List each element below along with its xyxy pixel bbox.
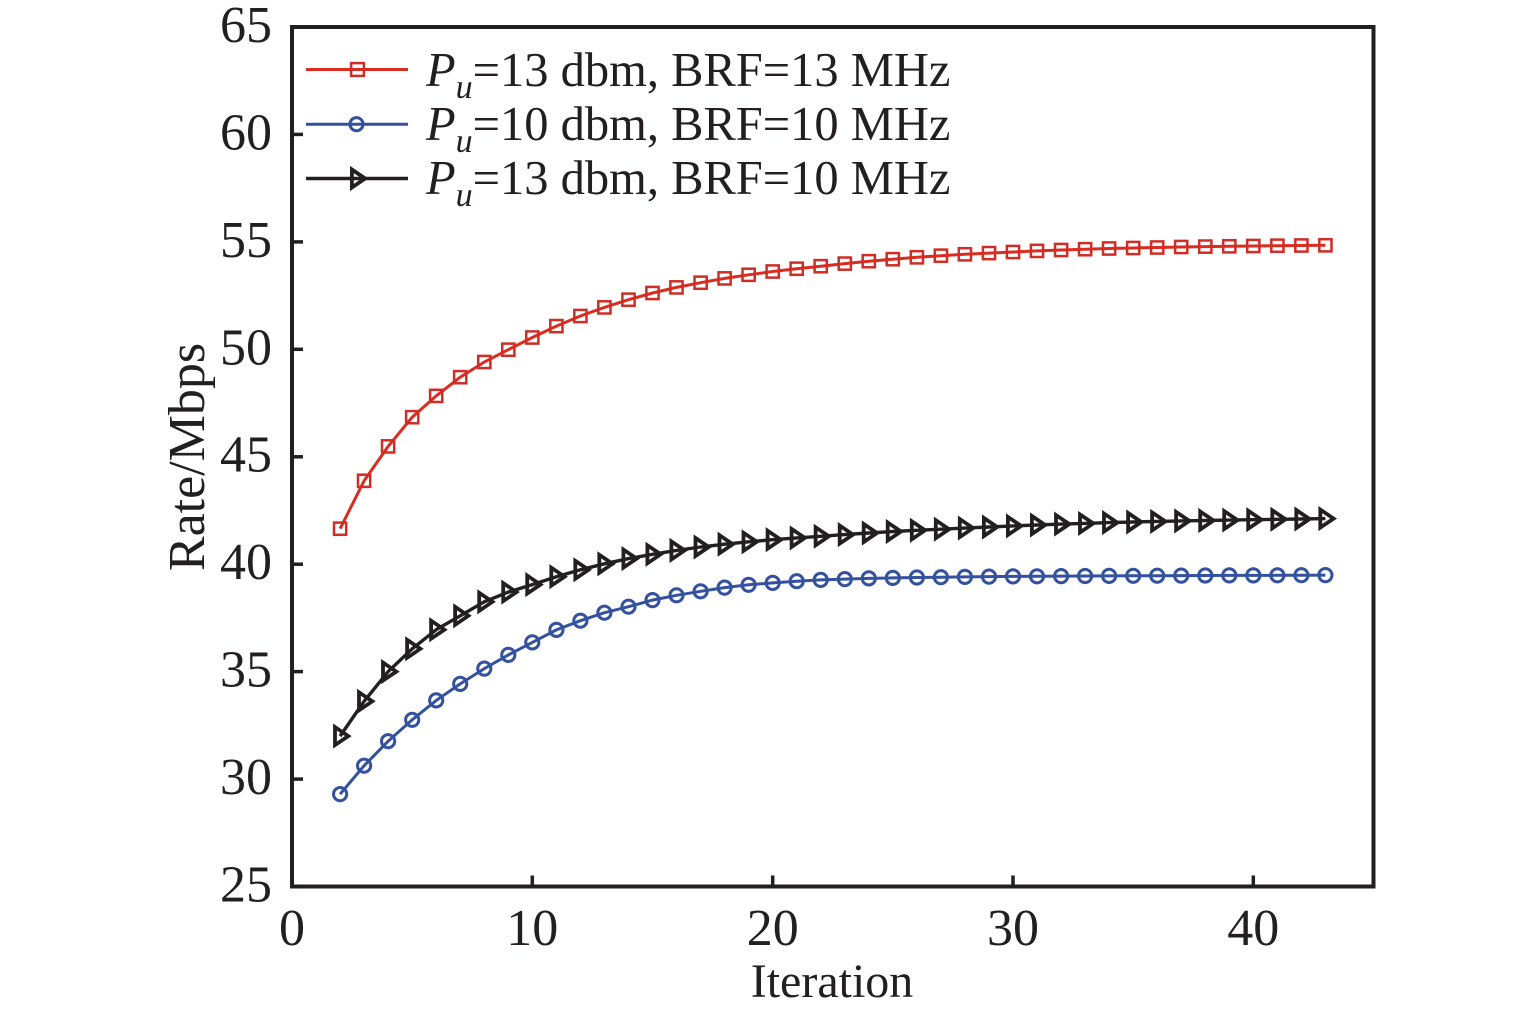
svg-text:Pu=13 dbm, BRF=10 MHz: Pu=13 dbm, BRF=10 MHz: [425, 152, 950, 214]
svg-text:25: 25: [220, 857, 272, 914]
svg-text:55: 55: [220, 212, 272, 269]
svg-text:30: 30: [220, 749, 272, 806]
svg-text:Iteration: Iteration: [751, 955, 914, 1008]
svg-text:Pu=10 dbm, BRF=10 MHz: Pu=10 dbm, BRF=10 MHz: [425, 98, 950, 160]
svg-text:20: 20: [747, 900, 799, 957]
svg-text:40: 40: [1227, 900, 1279, 957]
svg-text:30: 30: [987, 900, 1039, 957]
svg-text:35: 35: [220, 642, 272, 699]
svg-text:60: 60: [220, 104, 272, 161]
svg-text:65: 65: [220, 0, 272, 54]
svg-text:Pu=13 dbm, BRF=13 MHz: Pu=13 dbm, BRF=13 MHz: [425, 44, 950, 106]
svg-text:40: 40: [220, 534, 272, 591]
svg-text:10: 10: [506, 900, 558, 957]
svg-text:45: 45: [220, 427, 272, 484]
svg-text:50: 50: [220, 319, 272, 376]
svg-text:0: 0: [279, 900, 305, 957]
svg-text:Rate/Mbps: Rate/Mbps: [159, 343, 216, 571]
